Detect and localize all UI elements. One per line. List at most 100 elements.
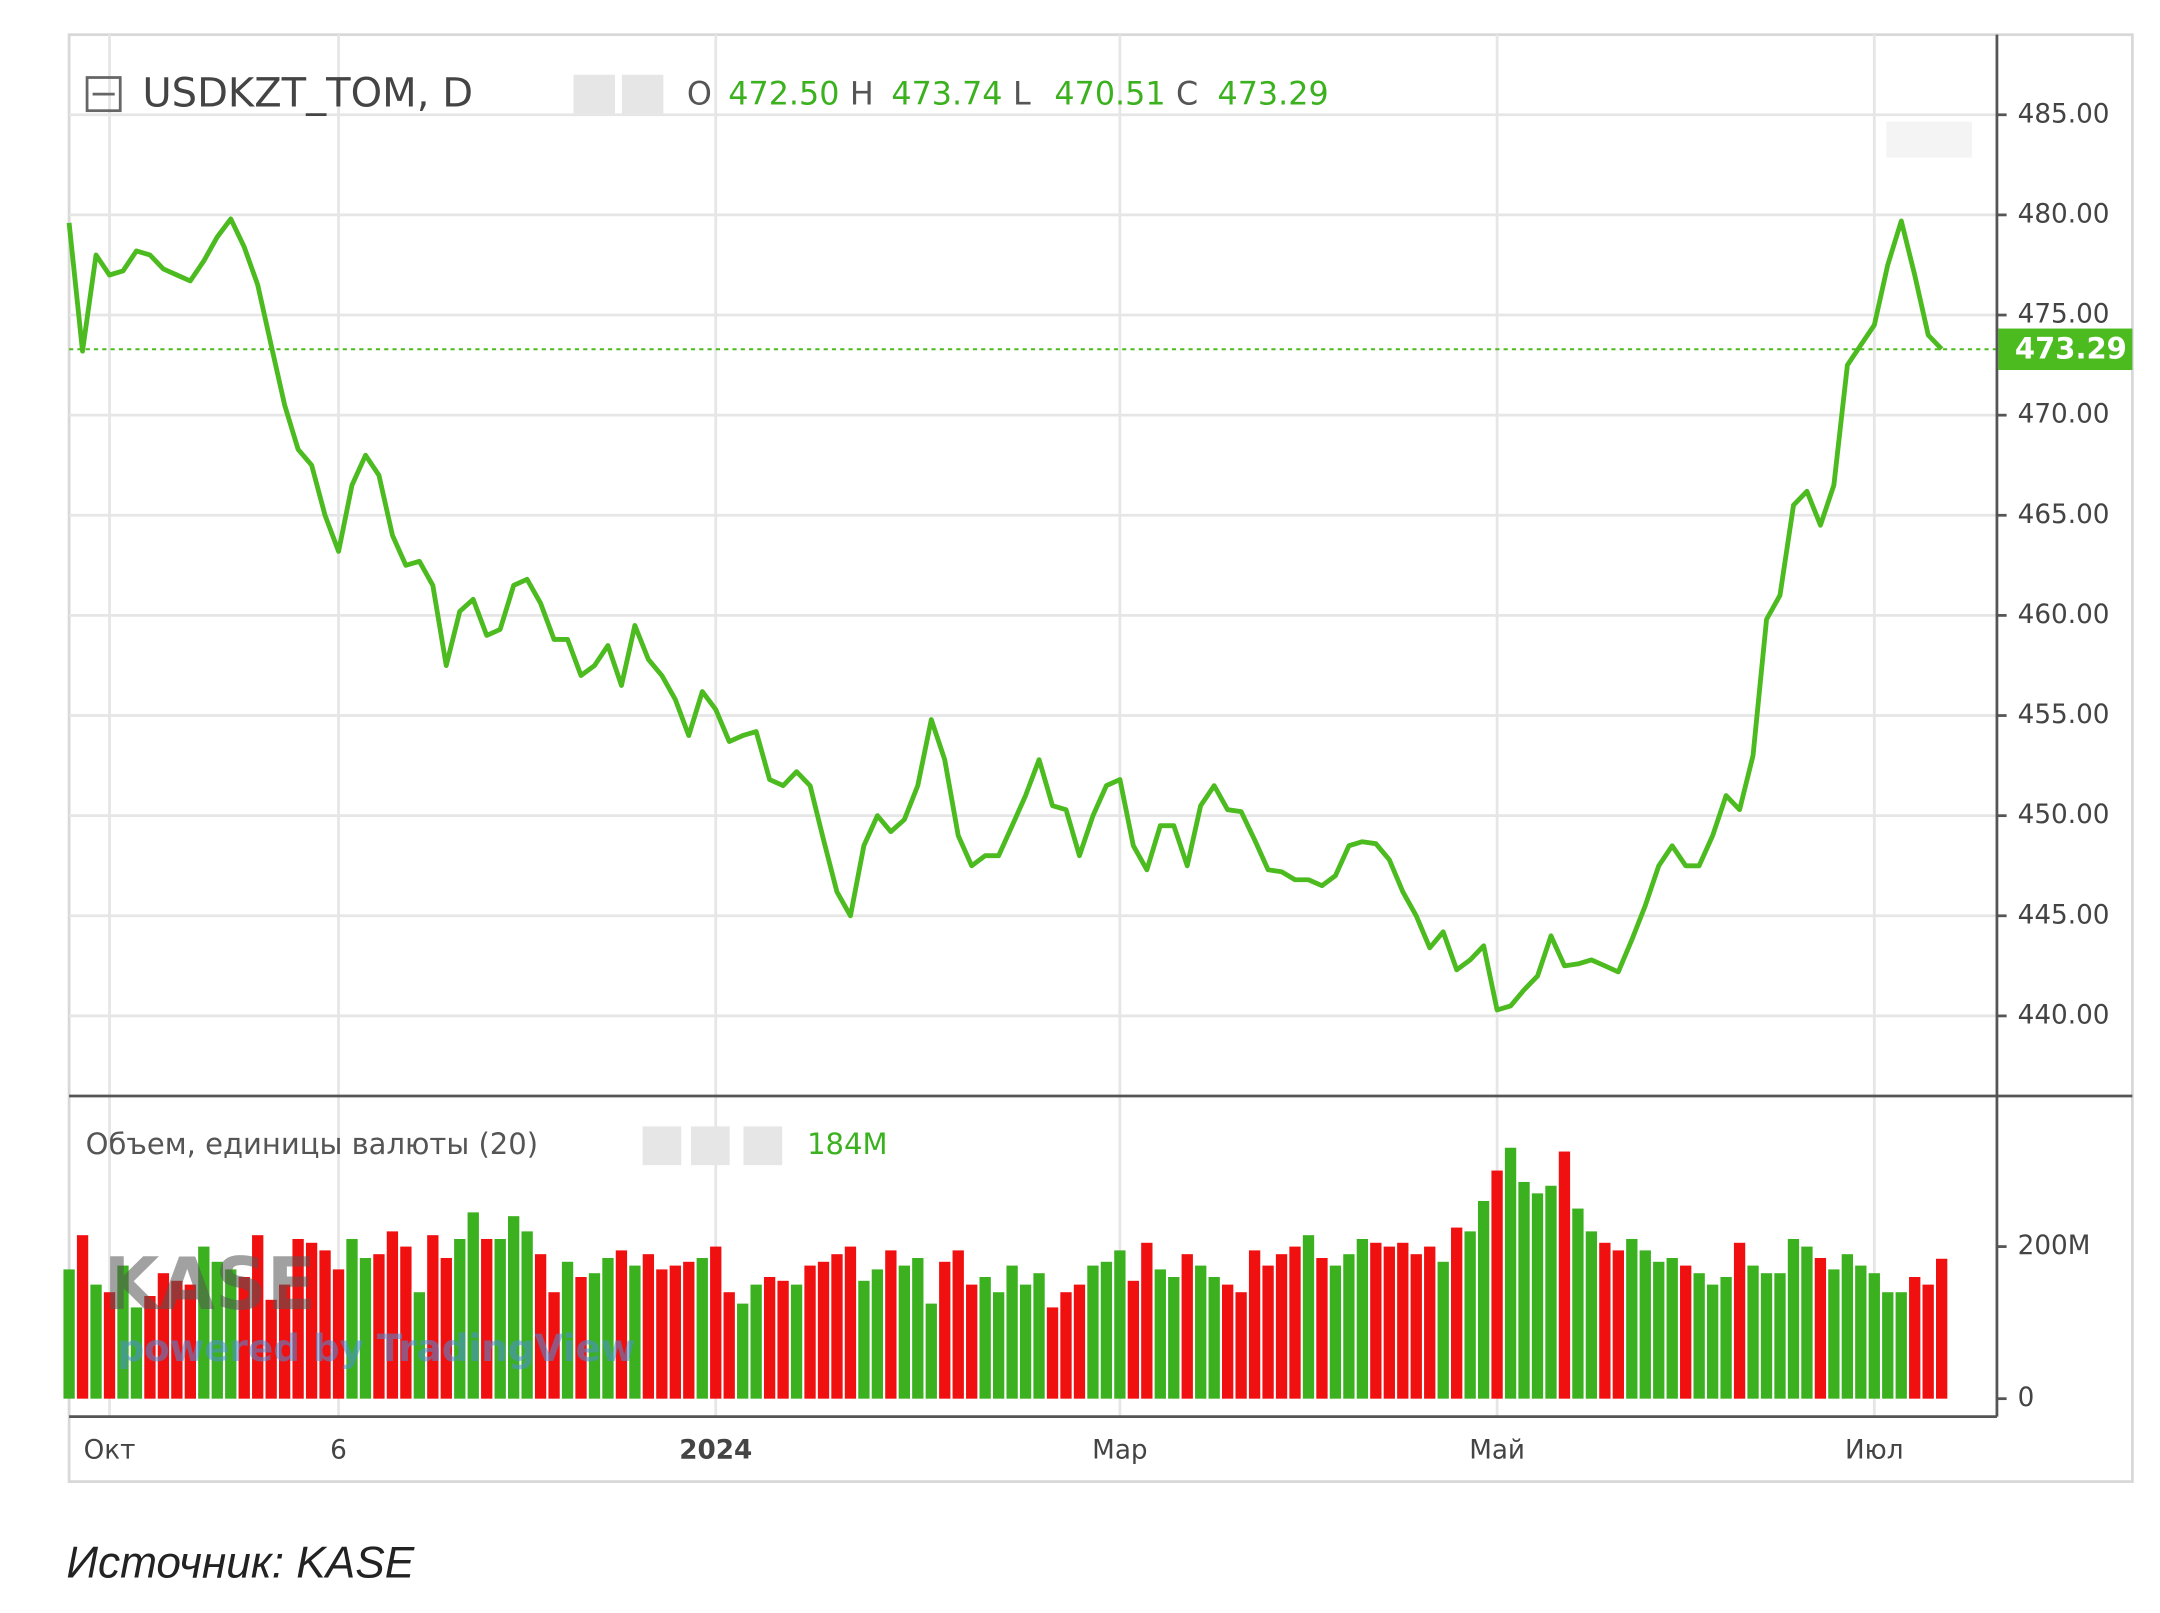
volume-bar bbox=[1383, 1246, 1395, 1399]
volume-bar bbox=[1451, 1227, 1463, 1399]
close-icon[interactable] bbox=[743, 1126, 783, 1166]
y-tick-label: 470.00 bbox=[2018, 400, 2110, 430]
volume-bar bbox=[1262, 1265, 1274, 1399]
volume-bar bbox=[1558, 1151, 1571, 1399]
x-tick-label: Окт bbox=[84, 1436, 136, 1466]
volume-bar bbox=[992, 1292, 1005, 1399]
volume-bar bbox=[1221, 1284, 1234, 1399]
volume-bar bbox=[1531, 1193, 1544, 1399]
volume-bar bbox=[777, 1280, 789, 1399]
volume-bar bbox=[1680, 1265, 1692, 1399]
volume-bar bbox=[696, 1257, 708, 1399]
volume-bar bbox=[1087, 1265, 1099, 1399]
volume-bar bbox=[710, 1246, 722, 1399]
volume-bar bbox=[413, 1292, 426, 1399]
volume-bar bbox=[238, 1277, 250, 1399]
volume-bar bbox=[117, 1265, 129, 1399]
volume-bar bbox=[1235, 1292, 1247, 1399]
y-tick-label: 445.00 bbox=[2018, 900, 2110, 930]
volume-bar bbox=[481, 1238, 493, 1399]
volume-bar bbox=[1693, 1273, 1705, 1399]
y-tick-label: 465.00 bbox=[2018, 500, 2110, 530]
watermark: KASE powered by TradingView bbox=[104, 1242, 636, 1370]
volume-bar bbox=[386, 1231, 399, 1399]
volume-bar bbox=[804, 1265, 816, 1399]
volume-bar bbox=[157, 1273, 170, 1399]
ohlc-label: O bbox=[687, 76, 712, 112]
last-price-box bbox=[1998, 328, 2133, 371]
volume-bar bbox=[1545, 1185, 1557, 1399]
volume-bar bbox=[575, 1277, 587, 1399]
volume-bar bbox=[1626, 1238, 1638, 1399]
volume-bar bbox=[656, 1269, 668, 1399]
volume-bar bbox=[1774, 1273, 1786, 1399]
volume-bar bbox=[1006, 1265, 1018, 1399]
volume-bar bbox=[1787, 1238, 1800, 1399]
source-caption: Источник: KASE bbox=[66, 1539, 414, 1588]
volume-bar bbox=[1922, 1284, 1934, 1399]
volume-bar bbox=[831, 1254, 843, 1399]
volume-bar bbox=[1073, 1284, 1086, 1399]
volume-bar bbox=[440, 1257, 452, 1399]
volume-bar bbox=[966, 1284, 978, 1399]
settings-icon[interactable] bbox=[621, 74, 664, 114]
y-tick-label: 440.00 bbox=[2018, 1000, 2110, 1030]
volume-bar bbox=[1477, 1200, 1490, 1399]
volume-bar bbox=[184, 1284, 197, 1399]
volume-bar bbox=[252, 1235, 264, 1399]
ohlc-value: 473.29 bbox=[1218, 76, 1329, 112]
volume-bar bbox=[76, 1235, 89, 1399]
y-tick-label: 480.00 bbox=[2018, 199, 2110, 229]
volume-bar bbox=[1801, 1246, 1813, 1399]
volume-bar bbox=[763, 1277, 776, 1399]
ohlc-value: 473.74 bbox=[891, 76, 1002, 112]
volume-bar bbox=[1275, 1254, 1288, 1399]
collapse-icon[interactable] bbox=[85, 76, 122, 113]
volume-bar bbox=[1666, 1257, 1678, 1399]
eye-icon[interactable] bbox=[573, 74, 615, 114]
settings-icon[interactable] bbox=[690, 1126, 730, 1166]
volume-bar bbox=[454, 1238, 466, 1399]
volume-bar bbox=[602, 1257, 614, 1399]
volume-bar bbox=[467, 1212, 479, 1399]
volume-bar bbox=[1289, 1246, 1301, 1399]
volume-bar bbox=[1653, 1261, 1665, 1399]
volume-bar bbox=[723, 1292, 735, 1399]
volume-bar bbox=[858, 1280, 870, 1399]
watermark-logo: KASE bbox=[104, 1242, 316, 1326]
volume-bar bbox=[1316, 1257, 1328, 1399]
volume-bar bbox=[225, 1269, 237, 1399]
volume-bar bbox=[1895, 1292, 1907, 1399]
volume-bar bbox=[561, 1261, 574, 1399]
y-tick-label: 450.00 bbox=[2018, 800, 2110, 830]
pane-buttons[interactable] bbox=[1886, 121, 1973, 158]
volume-bar bbox=[737, 1303, 749, 1399]
volume-bar bbox=[1491, 1170, 1503, 1399]
volume-bar bbox=[1868, 1273, 1880, 1399]
eye-icon[interactable] bbox=[642, 1126, 682, 1166]
volume-bar bbox=[171, 1280, 183, 1399]
volume-bar bbox=[400, 1246, 412, 1399]
volume-bar bbox=[1195, 1265, 1207, 1399]
volume-bar bbox=[642, 1254, 655, 1399]
volume-bar bbox=[683, 1261, 695, 1399]
volume-bar bbox=[1599, 1242, 1611, 1399]
grid bbox=[69, 34, 1997, 1417]
volume-bar bbox=[939, 1261, 951, 1399]
volume-bar bbox=[871, 1269, 884, 1399]
volume-bar bbox=[629, 1265, 641, 1399]
volume-y-tick-label: 200M bbox=[2018, 1231, 2091, 1261]
volume-bar bbox=[952, 1250, 964, 1399]
x-tick-label: 6 bbox=[330, 1436, 347, 1466]
volume-bar bbox=[1572, 1208, 1584, 1399]
volume-bar bbox=[103, 1292, 116, 1399]
volume-y-tick-label: 0 bbox=[2018, 1383, 2035, 1413]
volume-bar bbox=[373, 1254, 385, 1399]
volume-bar bbox=[1033, 1273, 1045, 1399]
y-tick-label: 475.00 bbox=[2018, 300, 2110, 330]
volume-bar bbox=[292, 1238, 304, 1399]
volume-bar bbox=[1733, 1242, 1746, 1399]
volume-bar bbox=[1935, 1258, 1948, 1399]
ohlc-value: 470.51 bbox=[1054, 76, 1165, 112]
